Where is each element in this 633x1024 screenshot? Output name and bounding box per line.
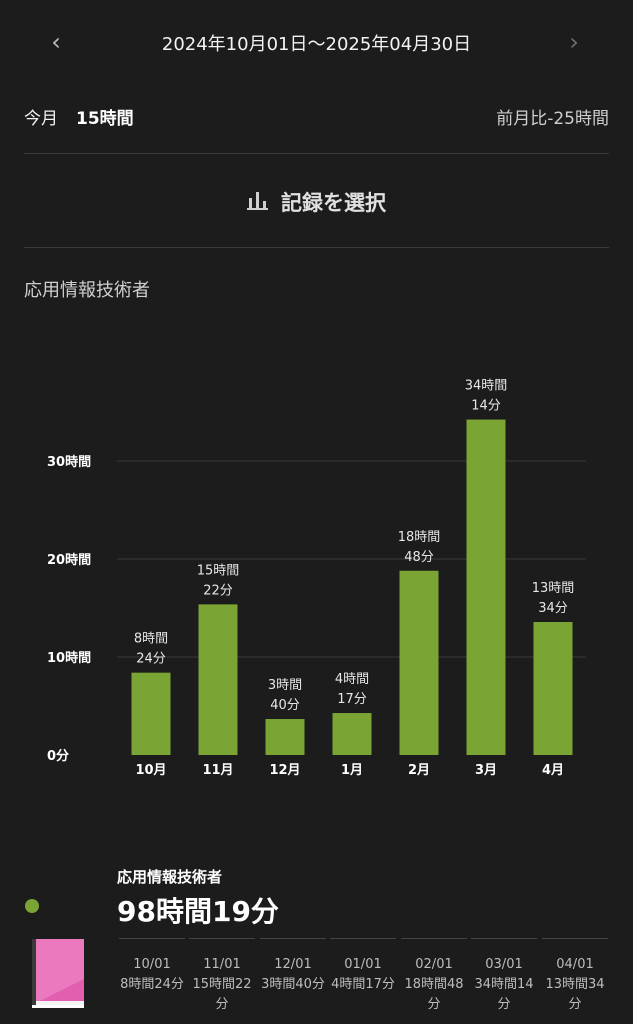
legend-color-dot xyxy=(25,899,39,913)
history-column: 03/01 34時間14分 xyxy=(471,938,537,1015)
bar xyxy=(533,622,573,755)
x-tick-label: 11月 xyxy=(202,763,233,778)
bar-data-label: 14分 xyxy=(471,399,501,414)
history-value: 4時間17分 xyxy=(331,977,395,992)
bar-data-label: 18時間 xyxy=(398,530,441,545)
legend-total: 98時間19分 xyxy=(117,895,279,928)
y-tick-label: 20時間 xyxy=(47,552,91,568)
history-column: 12/01 3時間40分 xyxy=(260,938,326,995)
bar-data-label: 4時間 xyxy=(335,672,369,687)
bar-data-label: 34分 xyxy=(538,601,568,616)
x-tick-label: 4月 xyxy=(542,763,564,778)
history-column: 01/01 4時間17分 xyxy=(330,938,396,995)
x-tick-label: 3月 xyxy=(475,763,497,778)
history-column: 10/01 8時間24分 xyxy=(119,938,185,995)
legend-name: 応用情報技術者 xyxy=(117,868,223,886)
study-time-bar-chart: 0分 10時間 20時間 30時間 8時間 24分 10月 15時間 22分 11月 3時間 40分 1… xyxy=(47,379,586,778)
history-value: 3時間40分 xyxy=(261,977,325,992)
history-date: 10/01 xyxy=(133,957,171,972)
history-date: 12/01 xyxy=(274,957,312,972)
history-column: 02/01 18時間48分 xyxy=(401,938,467,1015)
bar-data-label: 48分 xyxy=(404,550,434,565)
x-tick-label: 12月 xyxy=(269,763,300,778)
history-value: 15時間22分 xyxy=(192,977,252,1012)
this-month-value: 15時間 xyxy=(76,109,134,129)
y-tick-label: 10時間 xyxy=(47,650,91,666)
next-month-button[interactable]: › xyxy=(562,28,586,56)
history-date: 02/01 xyxy=(415,957,453,972)
this-month-label: 今月 xyxy=(24,109,58,129)
bar-data-label: 13時間 xyxy=(532,581,575,596)
history-column: 11/01 15時間22分 xyxy=(189,938,255,1015)
bar-data-label: 3時間 xyxy=(268,678,302,693)
bar-data-label: 24分 xyxy=(136,652,166,667)
divider xyxy=(24,153,609,154)
bar xyxy=(131,672,171,755)
prev-month-button[interactable]: ‹ xyxy=(44,28,68,56)
book-icon xyxy=(32,939,84,1009)
y-tick-label: 0分 xyxy=(47,748,69,764)
history-value: 8時間24分 xyxy=(120,977,184,992)
history-column: 04/01 13時間34分 xyxy=(542,938,608,1015)
history-date: 11/01 xyxy=(203,957,241,972)
x-tick-label: 10月 xyxy=(135,763,166,778)
bar-data-label: 34時間 xyxy=(465,379,508,394)
bar-chart-icon xyxy=(247,190,269,215)
bar xyxy=(399,570,439,755)
history-date: 04/01 xyxy=(556,957,594,972)
select-record-button[interactable]: 記録を選択 xyxy=(24,170,609,234)
history-value: 13時間34分 xyxy=(545,977,605,1012)
x-tick-label: 2月 xyxy=(408,763,430,778)
history-value: 34時間14分 xyxy=(474,977,534,1012)
chevron-left-icon: ‹ xyxy=(51,28,61,56)
x-tick-label: 1月 xyxy=(341,763,363,778)
section-title: 応用情報技術者 xyxy=(24,280,150,301)
month-comparison: 前月比-25時間 xyxy=(496,109,609,129)
bar-data-label: 22分 xyxy=(203,583,233,598)
bar xyxy=(466,419,506,755)
history-date: 01/01 xyxy=(344,957,382,972)
bar-data-label: 17分 xyxy=(337,692,367,707)
y-tick-label: 30時間 xyxy=(47,454,91,470)
date-range: 2024年10月01日〜2025年04月30日 xyxy=(161,34,472,55)
bar-data-label: 40分 xyxy=(270,698,300,713)
bar xyxy=(198,604,238,755)
history-value: 18時間48分 xyxy=(404,977,464,1012)
chevron-right-icon: › xyxy=(569,28,579,56)
bar-data-label: 15時間 xyxy=(197,563,240,578)
bar xyxy=(265,719,305,755)
bar xyxy=(332,713,372,755)
divider xyxy=(24,247,609,248)
select-record-label: 記録を選択 xyxy=(281,191,386,215)
history-date: 03/01 xyxy=(485,957,523,972)
bar-data-label: 8時間 xyxy=(134,632,168,647)
